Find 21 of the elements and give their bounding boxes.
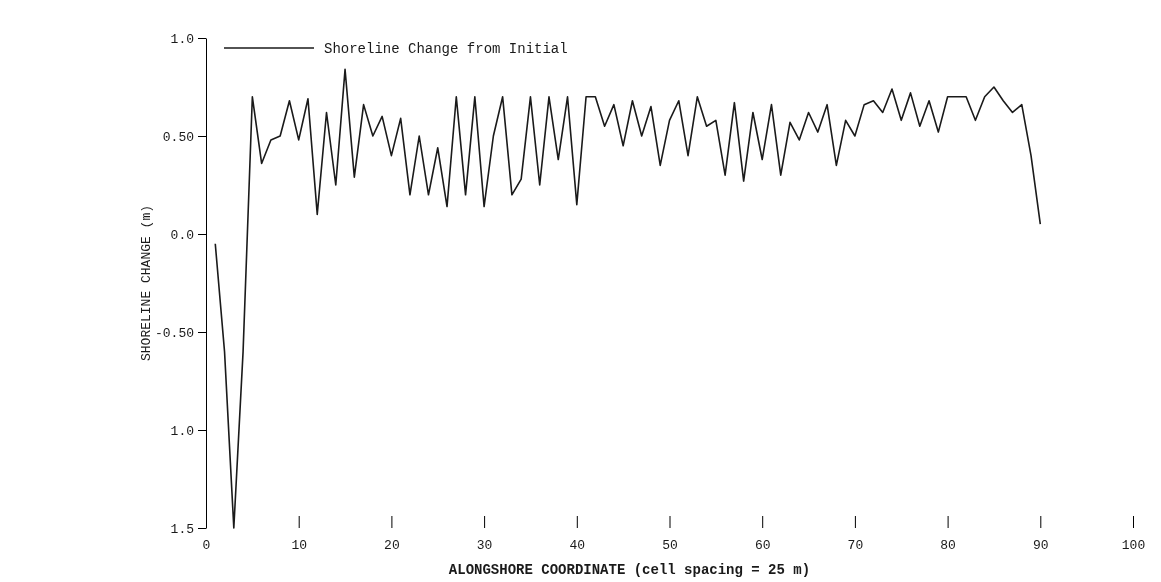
y-tick-label: -0.50 [154,325,194,341]
y-tick-label: 1.0 [170,423,194,439]
x-tick-label: 10 [291,538,307,554]
y-tick-label: 0.50 [162,129,194,145]
y-axis-title: SHORELINE CHANGE (m) [139,204,154,362]
y-tick-label: 1.0 [170,31,194,47]
x-tick-label: 30 [476,538,493,554]
series-label: Shoreline Change from Initial [324,41,568,57]
x-tick-label: 20 [384,538,400,554]
y-tick-label: 1.5 [170,521,194,537]
line-series [214,68,1042,529]
x-axis-title: ALONGSHORE COORDINATE (cell spacing = 25 m) [448,562,811,578]
x-tick-label: 70 [847,538,864,554]
x-tick-label: 80 [940,538,956,554]
y-tick-label: 0.0 [170,227,194,243]
x-tick-label: 0 [202,538,211,554]
x-tick-label: 90 [1033,538,1049,554]
x-tick-label: 100 [1121,538,1146,554]
x-tick-label: 40 [569,538,586,554]
x-tick-label: 50 [662,538,678,554]
x-tick-label: 60 [754,538,771,554]
